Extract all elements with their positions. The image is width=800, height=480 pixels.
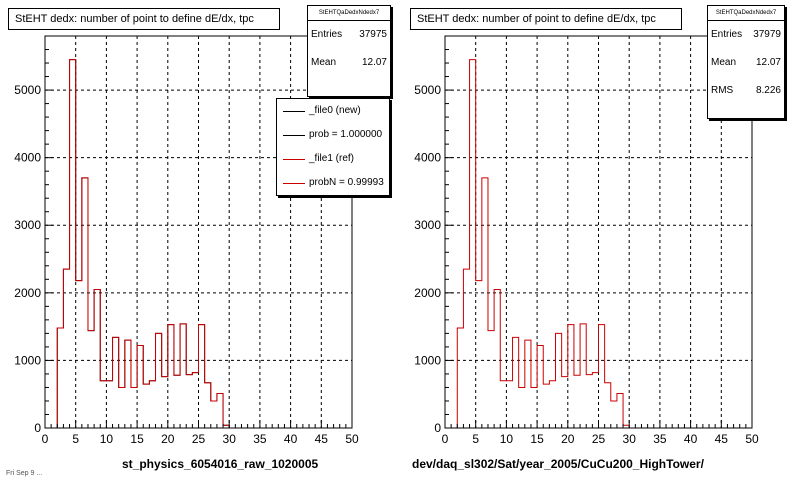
right-xtick-label-40: 40 — [684, 432, 698, 446]
legend-text-prob: prob = 1.000000 — [309, 129, 383, 140]
left-xtick-label-35: 35 — [253, 432, 267, 446]
left-xtick-label-30: 30 — [223, 432, 237, 446]
right-entries-value: 37979 — [753, 29, 781, 40]
legend-swatch-prob — [283, 135, 305, 136]
left-entries-label: Entries — [311, 29, 343, 40]
left-ytick-label-5000: 5000 — [14, 83, 41, 97]
left-xtick-label-5: 5 — [72, 432, 79, 446]
legend-swatch-file1 — [283, 159, 305, 160]
left-xlabel: st_physics_6054016_raw_1020005 — [122, 457, 319, 471]
legend-entry-probn: probN = 0.99993 — [277, 171, 389, 195]
right-ytick-label-0: 0 — [434, 421, 441, 435]
left-ytick-label-3000: 3000 — [14, 218, 41, 232]
left-ytick-label-0: 0 — [34, 421, 41, 435]
legend-swatch-probn — [283, 183, 305, 184]
right-stats-name: StEHTQaDedxNdedx7 — [708, 6, 784, 21]
right-mean-value: 12.07 — [755, 57, 781, 68]
right-xtick-label-25: 25 — [592, 432, 606, 446]
right-xtick-label-5: 5 — [472, 432, 479, 446]
left-stats-box: StEHTQaDedxNdedx7 Entries 37975 Mean 12.07 — [307, 5, 391, 97]
left-xtick-label-0: 0 — [42, 432, 49, 446]
left-ytick-label-2000: 2000 — [14, 286, 41, 300]
right-xtick-label-35: 35 — [653, 432, 667, 446]
left-title: StEHT dedx: number of point to define dE… — [15, 13, 254, 25]
right-title: StEHT dedx: number of point to define dE… — [417, 13, 656, 25]
right-xlabel: dev/daq_sl302/Sat/year_2005/CuCu200_High… — [412, 457, 704, 471]
left-legend: _file0 (new) prob = 1.000000 _file1 (ref… — [276, 98, 390, 196]
right-entries-label: Entries — [711, 29, 743, 40]
left-title-box: StEHT dedx: number of point to define dE… — [8, 8, 280, 30]
right-stats-box: StEHTQaDedxNdedx7 Entries 37979 Mean 12.07… — [707, 5, 785, 119]
left-entries-value: 37975 — [359, 29, 387, 40]
left-xtick-label-10: 10 — [100, 432, 114, 446]
right-xtick-label-10: 10 — [500, 432, 514, 446]
right-xtick-label-50: 50 — [745, 432, 759, 446]
left-mean-label: Mean — [311, 57, 337, 68]
right-rms-label: RMS — [711, 85, 734, 96]
legend-text-file0: _file0 (new) — [309, 105, 361, 116]
right-xtick-label-15: 15 — [530, 432, 544, 446]
legend-entry-file1: _file1 (ref) — [277, 147, 389, 171]
legend-swatch-file0 — [283, 111, 305, 112]
legend-text-probn: probN = 0.99993 — [309, 177, 384, 188]
right-rms-value: 8.226 — [755, 85, 781, 96]
left-xtick-label-20: 20 — [161, 432, 175, 446]
right-mean-label: Mean — [711, 57, 737, 68]
legend-entry-file0: _file0 (new) — [277, 99, 389, 123]
left-ytick-label-4000: 4000 — [14, 151, 41, 165]
left-xtick-label-25: 25 — [192, 432, 206, 446]
right-ytick-label-5000: 5000 — [414, 83, 441, 97]
right-title-box: StEHT dedx: number of point to define dE… — [410, 8, 682, 30]
left-xtick-label-50: 50 — [345, 432, 359, 446]
left-mean-value: 12.07 — [361, 57, 387, 68]
right-xtick-label-30: 30 — [623, 432, 637, 446]
right-ytick-label-4000: 4000 — [414, 151, 441, 165]
left-xtick-label-45: 45 — [315, 432, 329, 446]
right-ytick-label-2000: 2000 — [414, 286, 441, 300]
right-ytick-label-1000: 1000 — [414, 353, 441, 367]
right-xtick-label-45: 45 — [715, 432, 729, 446]
legend-entry-prob: prob = 1.000000 — [277, 123, 389, 147]
left-ytick-label-1000: 1000 — [14, 353, 41, 367]
right-ytick-label-3000: 3000 — [414, 218, 441, 232]
left-xtick-label-15: 15 — [130, 432, 144, 446]
legend-text-file1: _file1 (ref) — [309, 153, 355, 164]
right-xtick-label-20: 20 — [561, 432, 575, 446]
left-xtick-label-40: 40 — [284, 432, 298, 446]
right-xtick-label-0: 0 — [442, 432, 449, 446]
footnote: Fri Sep 9 ... — [6, 470, 43, 477]
left-stats-name: StEHTQaDedxNdedx7 — [308, 6, 390, 21]
